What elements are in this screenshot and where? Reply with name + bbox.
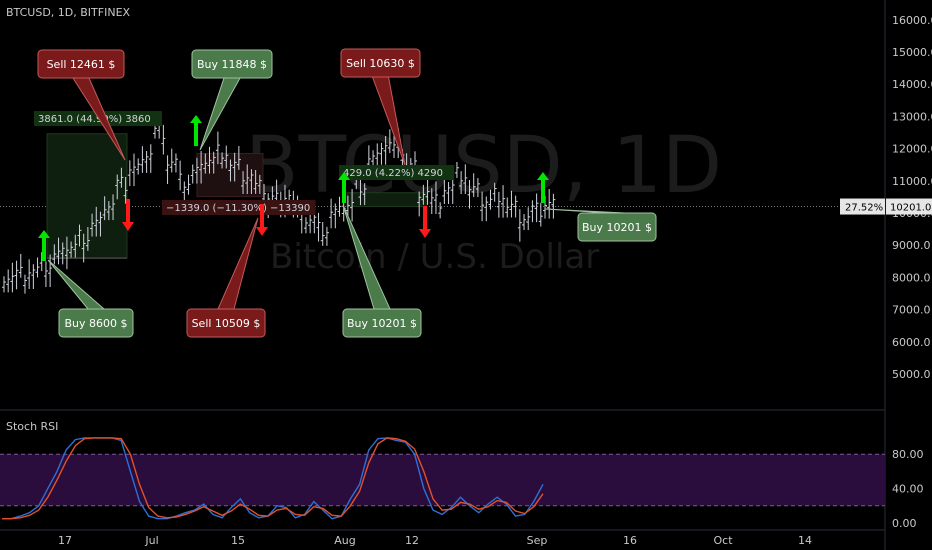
time-tick: 15 [231, 534, 245, 547]
measure-label-bg [34, 111, 162, 126]
buy-callout: Buy 10201 $ [582, 221, 652, 234]
price-tick: 12000.0 [892, 143, 932, 156]
time-tick: 12 [405, 534, 419, 547]
price-tick: 14000.0 [892, 78, 932, 91]
time-tick: 16 [623, 534, 637, 547]
measure-label: −1339.0 (−11.30%) −13390 [166, 203, 310, 214]
symbol-title: BTCUSD, 1D, BITFINEX [6, 6, 131, 19]
callout-pointer [199, 77, 241, 151]
rsi-tick: 80.00 [892, 448, 924, 461]
measure-label: 3861.0 (44.90%) 3860 [38, 114, 151, 125]
time-tick: 14 [798, 534, 812, 547]
buy-arrow-icon [537, 172, 549, 180]
time-tick: Oct [713, 534, 733, 547]
indicator-title: Stoch RSI [6, 420, 58, 433]
buy-arrow-icon [190, 115, 202, 123]
callout-box [191, 49, 273, 79]
callout-box [342, 308, 422, 338]
buy-arrow-shaft [541, 179, 545, 203]
price-tick: 7000.0 [892, 304, 931, 317]
callout-box [37, 49, 125, 79]
callout-box [58, 308, 134, 338]
buy-arrow-icon [338, 172, 350, 180]
measure-label-bg [162, 200, 316, 215]
price-tick: 5000.0 [892, 368, 931, 381]
time-tick: 17 [58, 534, 72, 547]
rsi-tick: 0.00 [892, 517, 917, 530]
watermark-description: Bitcoin / U.S. Dollar [270, 237, 599, 277]
stoch-line-d [2, 437, 544, 520]
sell-arrow-shaft [423, 206, 427, 230]
price-tick: 9000.0 [892, 239, 931, 252]
buy-callout: Buy 8600 $ [64, 317, 127, 330]
rsi-band [0, 454, 885, 506]
callout-pointer [47, 259, 106, 310]
buy-callout: Buy 11848 $ [197, 58, 267, 71]
callout-box [577, 212, 657, 242]
sell-callout: Sell 10509 $ [192, 317, 261, 330]
price-tick: 11000.0 [892, 175, 932, 188]
buy-arrow-shaft [42, 237, 46, 261]
callout-box [340, 48, 421, 78]
price-tick: 15000.0 [892, 46, 932, 59]
measure-label-bg [339, 165, 455, 180]
measure-box-3 [346, 192, 428, 208]
callout-pointer [217, 217, 259, 310]
price-tick: 6000.0 [892, 336, 931, 349]
buy-arrow-icon [38, 230, 50, 238]
sell-callout: Sell 10630 $ [346, 57, 415, 70]
price-badge-text: 10201.0 [890, 203, 931, 214]
buy-callout: Buy 10201 $ [347, 317, 417, 330]
pct-badge [840, 198, 885, 215]
sell-arrow-icon [419, 229, 431, 238]
watermark-symbol: BTCUSD, 1D [245, 121, 722, 211]
rsi-tick: 40.00 [892, 483, 924, 496]
sell-arrow-icon [122, 222, 134, 231]
buy-arrow-shaft [194, 122, 198, 146]
time-tick: Aug [334, 534, 355, 547]
price-tick: 13000.0 [892, 110, 932, 123]
callout-box [186, 308, 266, 338]
sell-arrow-shaft [260, 204, 264, 228]
price-tick: 8000.0 [892, 271, 931, 284]
pct-badge-text: 27.52% [845, 203, 883, 214]
sell-arrow-icon [256, 227, 268, 236]
measure-label: 429.0 (4.22%) 4290 [343, 168, 443, 179]
buy-arrow-shaft [342, 179, 346, 203]
sell-callout: Sell 12461 $ [47, 58, 116, 71]
price-tick: 16000.0 [892, 14, 932, 27]
time-tick: Jul [144, 534, 158, 547]
sell-arrow-shaft [126, 199, 130, 223]
price-badge [886, 198, 932, 215]
time-tick: Sep [527, 534, 548, 547]
